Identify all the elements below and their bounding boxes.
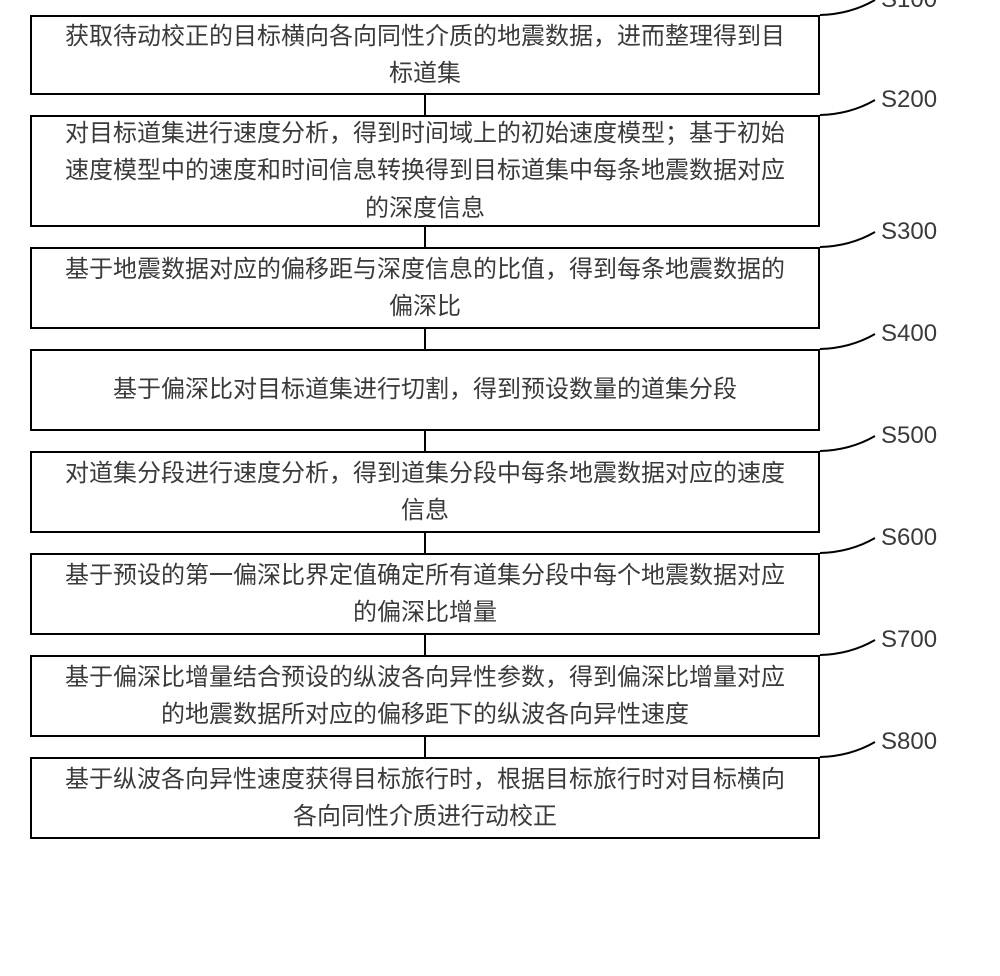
step-box-S500: 对道集分段进行速度分析，得到道集分段中每条地震数据对应的速度信息 — [30, 451, 820, 533]
step-box-S600: 基于预设的第一偏深比界定值确定所有道集分段中每个地震数据对应的偏深比增量 — [30, 553, 820, 635]
step-label-S600: S600 — [881, 524, 937, 552]
step-box-S700: 基于偏深比增量结合预设的纵波各向异性参数，得到偏深比增量对应的地震数据所对应的偏… — [30, 655, 820, 737]
connector-S200-to-S300 — [424, 227, 426, 247]
step-text: 基于地震数据对应的偏移距与深度信息的比值，得到每条地震数据的偏深比 — [56, 251, 794, 325]
step-box-S100: 获取待动校正的目标横向各向同性介质的地震数据，进而整理得到目标道集 — [30, 15, 820, 95]
step-label-S200: S200 — [881, 86, 937, 114]
step-text: 基于纵波各向异性速度获得目标旅行时，根据目标旅行时对目标横向各向同性介质进行动校… — [56, 761, 794, 835]
step-text: 对目标道集进行速度分析，得到时间域上的初始速度模型；基于初始速度模型中的速度和时… — [56, 115, 794, 227]
step-text: 对道集分段进行速度分析，得到道集分段中每条地震数据对应的速度信息 — [56, 455, 794, 529]
step-label-S500: S500 — [881, 422, 937, 450]
step-label-S100: S100 — [881, 0, 937, 14]
connector-S400-to-S500 — [424, 431, 426, 451]
step-box-S200: 对目标道集进行速度分析，得到时间域上的初始速度模型；基于初始速度模型中的速度和时… — [30, 115, 820, 227]
step-text: 基于偏深比对目标道集进行切割，得到预设数量的道集分段 — [113, 371, 737, 408]
connector-S500-to-S600 — [424, 533, 426, 553]
step-text: 基于预设的第一偏深比界定值确定所有道集分段中每个地震数据对应的偏深比增量 — [56, 557, 794, 631]
step-box-S300: 基于地震数据对应的偏移距与深度信息的比值，得到每条地震数据的偏深比 — [30, 247, 820, 329]
step-box-S800: 基于纵波各向异性速度获得目标旅行时，根据目标旅行时对目标横向各向同性介质进行动校… — [30, 757, 820, 839]
step-box-S400: 基于偏深比对目标道集进行切割，得到预设数量的道集分段 — [30, 349, 820, 431]
connector-S700-to-S800 — [424, 737, 426, 757]
step-label-S300: S300 — [881, 218, 937, 246]
step-text: 获取待动校正的目标横向各向同性介质的地震数据，进而整理得到目标道集 — [56, 18, 794, 92]
connector-S300-to-S400 — [424, 329, 426, 349]
step-label-S400: S400 — [881, 320, 937, 348]
step-label-S800: S800 — [881, 728, 937, 756]
step-label-S700: S700 — [881, 626, 937, 654]
step-text: 基于偏深比增量结合预设的纵波各向异性参数，得到偏深比增量对应的地震数据所对应的偏… — [56, 659, 794, 733]
connector-S600-to-S700 — [424, 635, 426, 655]
connector-S100-to-S200 — [424, 95, 426, 115]
